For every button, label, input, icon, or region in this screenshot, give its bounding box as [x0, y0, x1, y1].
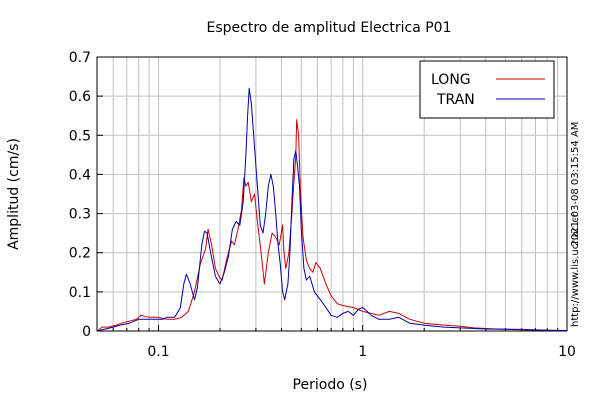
x-axis-label: Periodo (s) [293, 377, 368, 393]
y-tick-label: 0.3 [69, 207, 91, 223]
axis-ticks: 0 0.1 0.2 0.3 0.4 0.5 0.6 0.7 0.1 1 10 [69, 50, 576, 360]
y-axis-label: Amplitud (cm/s) [6, 138, 22, 250]
y-tick-label: 0.2 [69, 246, 91, 262]
y-tick-label: 0.7 [69, 50, 91, 66]
y-tick-label: 0.5 [69, 128, 91, 144]
chart-title: Espectro de amplitud Electrica P01 [207, 20, 452, 36]
series-layer [96, 87, 568, 332]
x-tick-label: 0.1 [147, 344, 169, 360]
legend: LONG TRAN [419, 60, 555, 119]
grid-lines [97, 57, 567, 331]
y-tick-label: 0.1 [69, 285, 91, 301]
series-line-tran [96, 87, 568, 332]
source-url-label: http://www.lis.ucr.ac.cr [570, 212, 581, 327]
plot-frame [96, 56, 568, 332]
y-tick-label: 0.4 [69, 167, 91, 183]
x-tick-label: 10 [558, 344, 576, 360]
y-tick-label: 0 [82, 324, 91, 340]
legend-box [419, 60, 555, 119]
legend-label-tran: TRAN [436, 92, 475, 108]
legend-label-long: LONG [431, 72, 471, 88]
y-tick-label: 0.6 [69, 89, 91, 105]
x-tick-label: 1 [358, 344, 367, 360]
timestamp-label: 2021-03-08 03:15:54 AM [570, 122, 581, 247]
